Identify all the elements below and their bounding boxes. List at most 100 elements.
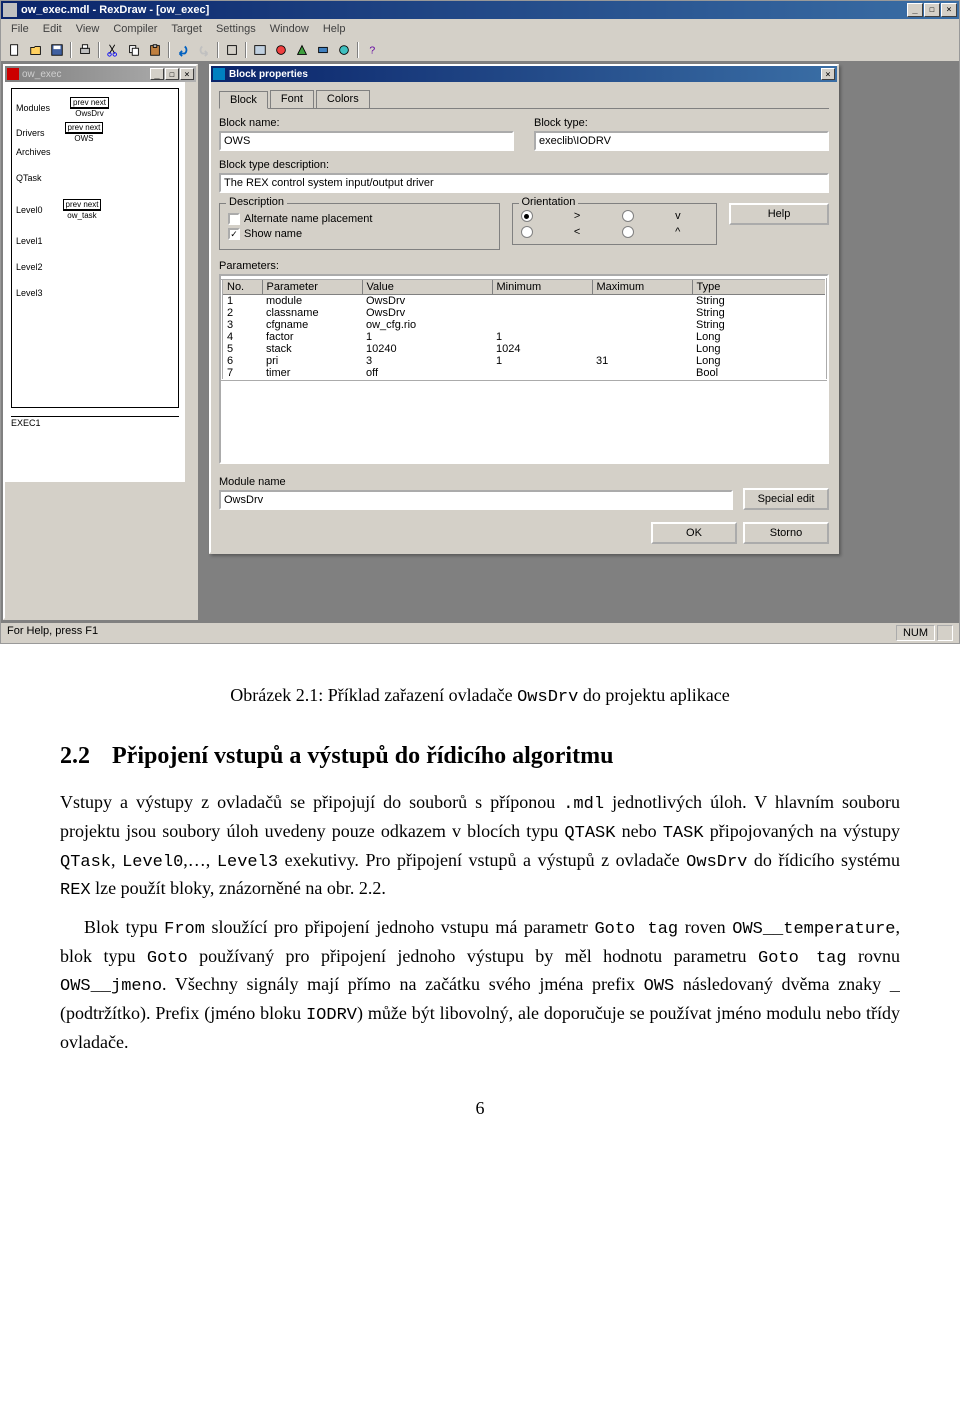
paragraph-2: Blok typu From sloužící pro připojení je… [60,914,900,1055]
orient-up-radio[interactable] [622,226,634,238]
table-row[interactable]: 1moduleOwsDrvString [222,295,826,308]
status-left: For Help, press F1 [7,625,98,641]
tool5-icon[interactable] [313,41,333,59]
status-grip [937,625,953,641]
mdi-icon [7,68,19,80]
toolbar: ? [1,39,959,62]
cut-icon[interactable] [103,41,123,59]
orient-right-radio[interactable] [521,210,533,222]
block-name-input[interactable] [219,131,514,151]
help-button[interactable]: Help [729,203,829,225]
help-icon[interactable]: ? [362,41,382,59]
mdi-child: ow_exec _ ☐ × Modulesprev nextOwsDrv Dri… [3,64,198,620]
new-icon[interactable] [5,41,25,59]
statusbar: For Help, press F1 NUM [1,622,959,643]
tool4-icon[interactable] [292,41,312,59]
alt-name-checkbox[interactable] [228,213,240,225]
menu-target[interactable]: Target [165,21,208,37]
copy-icon[interactable] [124,41,144,59]
mdi-max-button[interactable]: ☐ [165,68,179,80]
params-area: No. Parameter Value Minimum Maximum Type… [219,274,829,464]
port-level1: Level1 [16,236,43,246]
table-row[interactable]: 2classnameOwsDrvString [222,307,826,319]
port-level0: Level0 [16,205,43,215]
redo-icon[interactable] [194,41,214,59]
block-type-input[interactable] [534,131,829,151]
dialog-titlebar: Block properties × [211,66,837,82]
maximize-button[interactable]: ☐ [924,3,940,17]
port-archives: Archives [16,147,51,157]
mdi-title: ow_exec [22,69,61,80]
table-row[interactable]: 5stack102401024Long [222,343,826,355]
app-title: ow_exec.mdl - RexDraw - [ow_exec] [21,4,209,16]
table-row[interactable]: 3cfgnameow_cfg.rioString [222,319,826,331]
description-legend: Description [226,196,287,208]
paste-icon[interactable] [145,41,165,59]
paragraph-1: Vstupy a výstupy z ovladačů se připojují… [60,789,900,904]
menu-window[interactable]: Window [264,21,315,37]
mdi-close-button[interactable]: × [180,68,194,80]
block-desc-input[interactable] [219,173,829,193]
open-icon[interactable] [26,41,46,59]
module-name-input[interactable] [219,490,733,510]
page-number: 6 [60,1095,900,1121]
menu-compiler[interactable]: Compiler [107,21,163,37]
block-type-label: Block type: [534,117,829,129]
tab-font[interactable]: Font [270,90,314,108]
params-label: Parameters: [219,260,829,272]
table-row[interactable]: 4factor11Long [222,331,826,343]
mdi-titlebar: ow_exec _ ☐ × [5,66,196,82]
save-icon[interactable] [47,41,67,59]
block-desc-label: Block type description: [219,159,829,171]
ok-button[interactable]: OK [651,522,737,544]
diagram: Modulesprev nextOwsDrv Driversprev nextO… [5,82,185,482]
table-row[interactable]: 6pri3131Long [222,355,826,367]
minimize-button[interactable]: _ [907,3,923,17]
figure-caption: Obrázek 2.1: Příklad zařazení ovladače O… [60,682,900,711]
section-heading: 2.2Připojení vstupů a výstupů do řídicíh… [60,739,900,774]
close-button[interactable]: × [941,3,957,17]
dialog-title: Block properties [229,69,308,80]
table-row[interactable]: 7timeroffBool [222,367,826,380]
port-drivers: Drivers [16,128,45,138]
main-titlebar: ow_exec.mdl - RexDraw - [ow_exec] _ ☐ × [1,1,959,19]
dialog-icon [213,68,225,80]
port-qtask: QTask [16,173,42,183]
alt-name-label: Alternate name placement [244,213,372,225]
menu-file[interactable]: File [5,21,35,37]
document-body: Obrázek 2.1: Příklad zařazení ovladače O… [0,644,960,1161]
print-icon[interactable] [75,41,95,59]
tool-icon[interactable] [222,41,242,59]
undo-icon[interactable] [173,41,193,59]
tool6-icon[interactable] [334,41,354,59]
show-name-checkbox[interactable]: ✓ [228,228,240,240]
tab-colors[interactable]: Colors [316,90,370,108]
description-group: Description Alternate name placement ✓Sh… [219,203,500,250]
tabs: Block Font Colors [219,90,829,109]
app-window: ow_exec.mdl - RexDraw - [ow_exec] _ ☐ × … [0,0,960,644]
block-properties-dialog: Block properties × Block Font Colors Blo… [209,64,839,554]
menu-view[interactable]: View [70,21,106,37]
params-table[interactable]: No. Parameter Value Minimum Maximum Type… [221,278,827,381]
page: ow_exec.mdl - RexDraw - [ow_exec] _ ☐ × … [0,0,960,1161]
module-name-label: Module name [219,476,733,488]
menu-help[interactable]: Help [317,21,352,37]
status-num: NUM [896,625,935,641]
special-edit-button[interactable]: Special edit [743,488,829,510]
menu-edit[interactable]: Edit [37,21,68,37]
port-modules: Modules [16,103,50,113]
tab-block[interactable]: Block [219,91,268,109]
show-name-label: Show name [244,228,302,240]
orient-down-radio[interactable] [622,210,634,222]
tool2-icon[interactable] [250,41,270,59]
mdi-min-button[interactable]: _ [150,68,164,80]
workspace: ow_exec _ ☐ × Modulesprev nextOwsDrv Dri… [1,62,959,622]
dialog-close-button[interactable]: × [821,68,835,80]
tool3-icon[interactable] [271,41,291,59]
port-level2: Level2 [16,262,43,272]
orient-left-radio[interactable] [521,226,533,238]
menu-settings[interactable]: Settings [210,21,262,37]
menubar: File Edit View Compiler Target Settings … [1,19,959,39]
port-level3: Level3 [16,288,43,298]
storno-button[interactable]: Storno [743,522,829,544]
